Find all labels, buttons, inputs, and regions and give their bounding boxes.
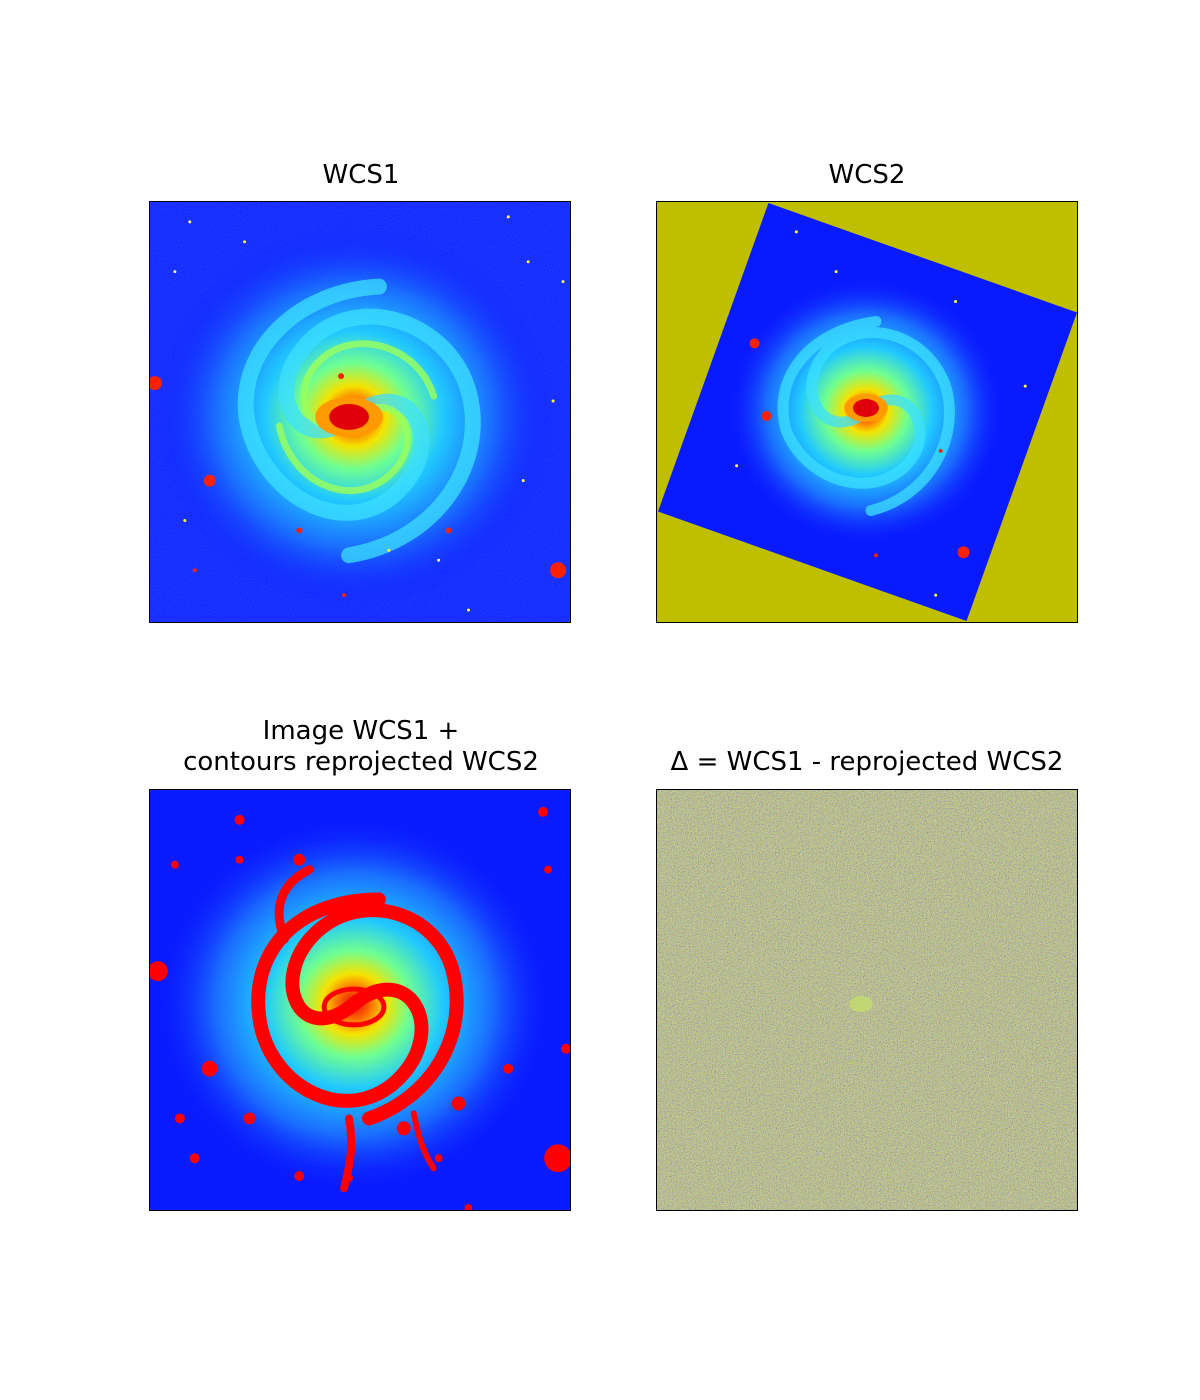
panel-wcs2-image: [656, 201, 1078, 623]
galaxy-image-wcs1: [150, 202, 570, 622]
panel-overlay-contours: [149, 789, 571, 1211]
difference-noise-image: [657, 790, 1077, 1210]
panel-difference-image: [656, 789, 1078, 1211]
panel-title-wcs1: WCS1: [322, 160, 400, 190]
panel-title-wcs2: WCS2: [828, 160, 906, 190]
galaxy-image-with-contours: [150, 790, 570, 1210]
panel-wcs1-image: [149, 201, 571, 623]
panel-title-difference: Δ = WCS1 - reprojected WCS2: [670, 747, 1064, 777]
contour-lines: [251, 865, 464, 1193]
panel-title-overlay: Image WCS1 + contours reprojected WCS2: [120, 716, 602, 778]
panel-title-overlay-line1: Image WCS1 +: [262, 716, 460, 746]
galaxy-image-wcs2: [657, 202, 1077, 622]
panel-title-overlay-line2: contours reprojected WCS2: [183, 747, 539, 777]
